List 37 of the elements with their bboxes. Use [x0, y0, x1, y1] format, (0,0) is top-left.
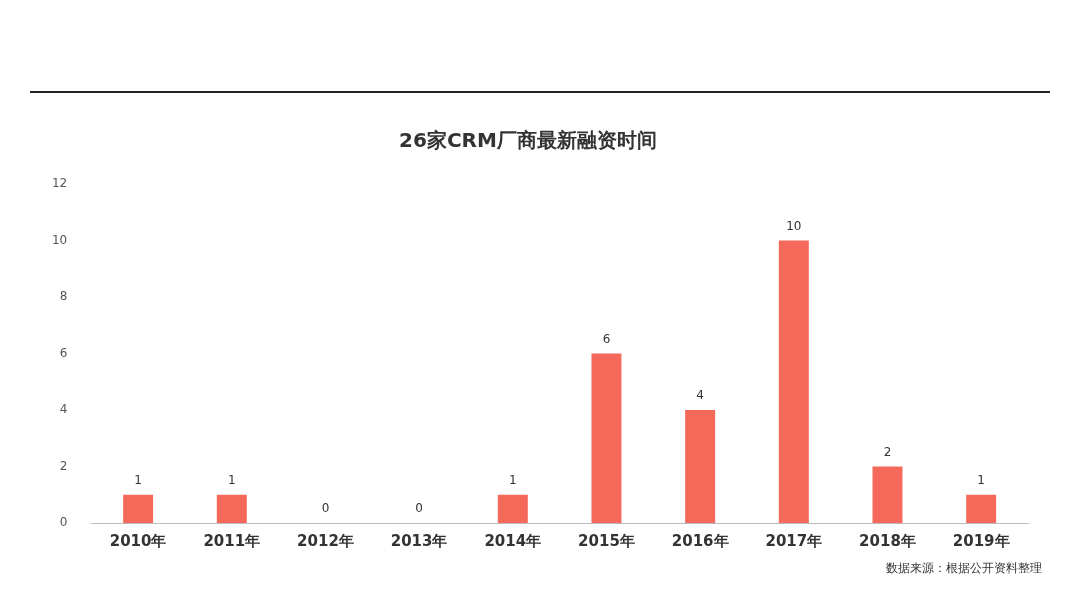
data-label: 1: [977, 472, 985, 487]
data-label: 2: [883, 444, 892, 459]
x-tick-label: 2014年: [484, 531, 542, 550]
x-tick-label: 2017年: [765, 531, 823, 550]
data-label: 10: [786, 218, 802, 233]
bar: [497, 494, 528, 523]
bar: [872, 466, 903, 523]
x-tick-label: 2019年: [952, 531, 1010, 550]
x-tick-label: 2011年: [203, 531, 261, 550]
y-tick-label: 10: [51, 232, 68, 247]
data-label: 6: [602, 331, 611, 346]
y-tick-label: 8: [59, 289, 68, 304]
x-tick-label: 2015年: [578, 531, 635, 550]
data-label: 1: [508, 472, 517, 487]
y-tick-label: 6: [59, 345, 68, 360]
y-tick-label: 0: [59, 515, 68, 530]
y-tick-label: 4: [59, 402, 68, 417]
data-label: 4: [696, 388, 704, 403]
data-label: 1: [134, 472, 142, 487]
chart-title: 26家CRM厂商最新融资时间: [399, 128, 657, 153]
bar: [966, 494, 997, 523]
x-tick-label: 2010年: [109, 531, 167, 550]
data-label: 1: [227, 472, 236, 487]
bar: [778, 240, 809, 523]
bar: [123, 494, 154, 523]
y-tick-label: 12: [51, 176, 68, 191]
data-label: 0: [415, 501, 423, 516]
y-tick-label: 2: [59, 458, 68, 473]
data-label: 0: [321, 501, 330, 516]
x-tick-label: 2012年: [297, 531, 354, 550]
bar: [591, 353, 622, 523]
x-tick-label: 2016年: [671, 531, 729, 550]
bar: [685, 410, 716, 523]
x-tick-label: 2018年: [859, 531, 916, 550]
x-tick-label: 2013年: [390, 531, 448, 550]
source-note: 数据来源：根据公开资料整理: [886, 560, 1042, 577]
bar: [216, 494, 247, 523]
